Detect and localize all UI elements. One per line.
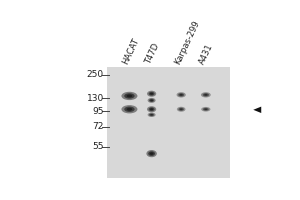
Ellipse shape	[201, 107, 211, 112]
Text: Karpas-299: Karpas-299	[173, 19, 201, 66]
Polygon shape	[253, 107, 261, 113]
Ellipse shape	[180, 108, 183, 110]
Ellipse shape	[177, 107, 185, 112]
Ellipse shape	[178, 93, 184, 97]
Ellipse shape	[127, 108, 132, 111]
Ellipse shape	[146, 150, 157, 157]
Ellipse shape	[178, 108, 184, 111]
Ellipse shape	[148, 107, 154, 111]
Ellipse shape	[148, 92, 154, 96]
Ellipse shape	[148, 98, 156, 103]
Ellipse shape	[122, 92, 137, 100]
Ellipse shape	[203, 108, 209, 111]
Ellipse shape	[124, 93, 135, 99]
Text: HACAT: HACAT	[121, 36, 141, 66]
Ellipse shape	[149, 113, 154, 116]
Ellipse shape	[122, 105, 137, 113]
Text: 130: 130	[86, 94, 104, 103]
Ellipse shape	[202, 93, 209, 97]
Ellipse shape	[150, 100, 153, 101]
Ellipse shape	[149, 99, 154, 102]
Ellipse shape	[180, 94, 183, 96]
Ellipse shape	[150, 114, 153, 116]
Ellipse shape	[147, 91, 156, 97]
Text: 95: 95	[92, 107, 104, 116]
Ellipse shape	[150, 93, 153, 95]
Ellipse shape	[127, 94, 132, 97]
Ellipse shape	[124, 107, 135, 112]
Ellipse shape	[148, 151, 155, 156]
Ellipse shape	[147, 106, 156, 112]
Ellipse shape	[177, 92, 186, 98]
Ellipse shape	[150, 108, 153, 110]
Text: 55: 55	[92, 142, 104, 151]
Ellipse shape	[204, 94, 208, 96]
Ellipse shape	[150, 152, 153, 155]
Ellipse shape	[201, 92, 211, 98]
Text: A431: A431	[198, 42, 215, 66]
Text: 72: 72	[92, 122, 104, 131]
Text: 250: 250	[87, 70, 104, 79]
FancyBboxPatch shape	[107, 67, 230, 178]
Ellipse shape	[204, 108, 207, 110]
Ellipse shape	[148, 113, 156, 117]
Text: T47D: T47D	[143, 42, 161, 66]
